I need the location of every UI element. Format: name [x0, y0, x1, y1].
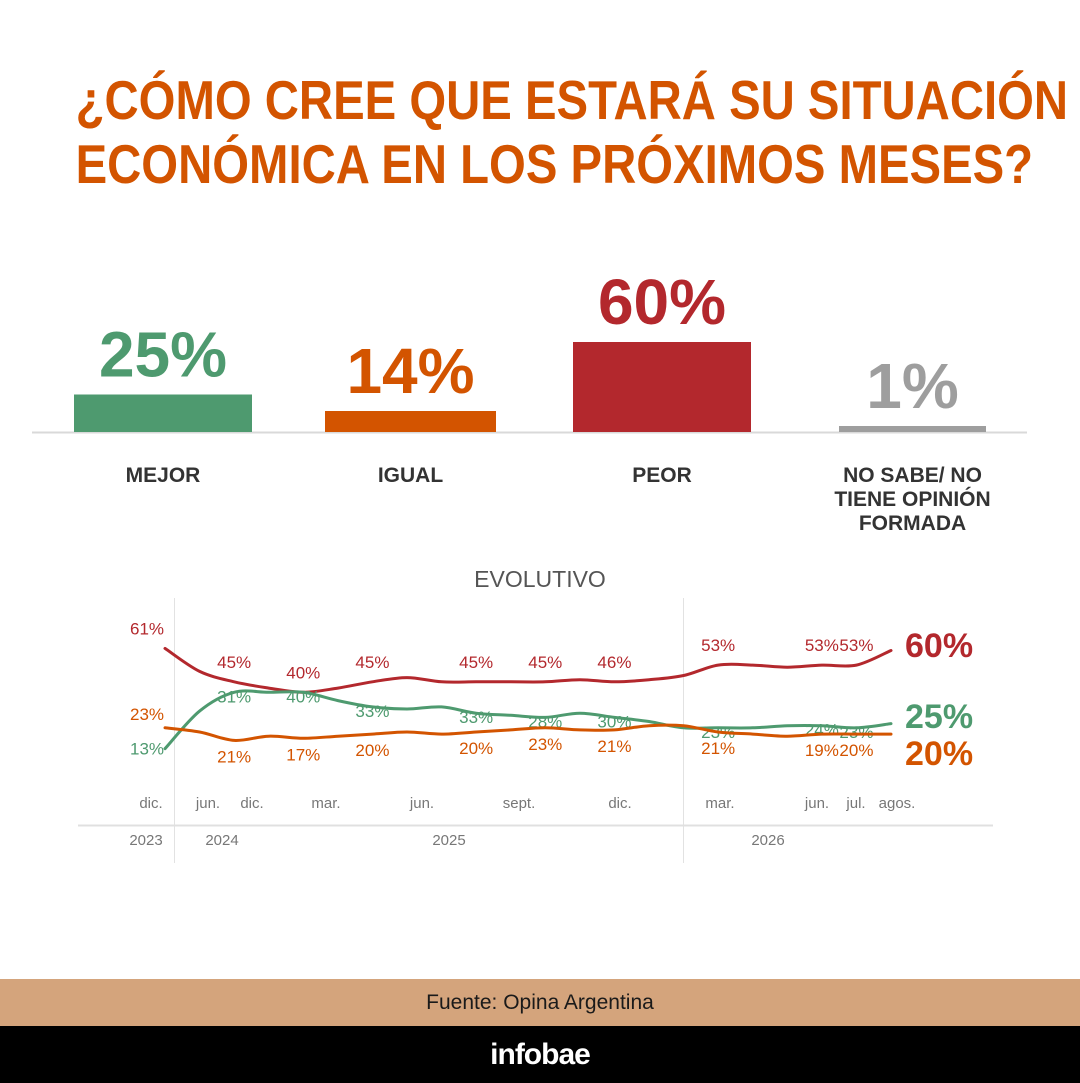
bar-peor [573, 342, 751, 432]
bar-value-label-igual: 14% [346, 335, 474, 407]
series-data-label-peor: 45% [217, 653, 251, 672]
x-tick-label: jun. [195, 795, 220, 812]
series-data-label-igual: 20% [459, 739, 493, 758]
series-data-label-peor: 45% [528, 653, 562, 672]
brand-logo: infobae [490, 1037, 591, 1071]
title-line-2: ECONÓMICA EN LOS PRÓXIMOS MESES? [75, 133, 1034, 195]
x-tick-label: dic. [139, 795, 162, 812]
x-tick-label: jul. [845, 795, 865, 812]
x-tick-label: agos. [879, 795, 916, 812]
bar-value-label-nosabe: 1% [866, 350, 959, 422]
series-data-label-mejor: 24% [805, 721, 839, 740]
bar-nosabe [839, 426, 986, 432]
series-data-label-mejor: 33% [459, 708, 493, 727]
title-line-1: ¿CÓMO CREE QUE ESTARÁ SU SITUACIÓN [75, 69, 1069, 131]
series-end-label-peor: 60% [905, 627, 973, 665]
series-data-label-mejor: 31% [217, 687, 251, 706]
series-data-label-igual: 21% [701, 739, 735, 758]
bar-value-label-mejor: 25% [99, 319, 227, 391]
series-data-label-peor: 53% [701, 636, 735, 655]
category-label-line: FORMADA [859, 512, 966, 535]
series-data-label-peor: 45% [459, 653, 493, 672]
series-data-label-peor: 46% [597, 653, 631, 672]
bar-category-label-mejor: MEJOR [126, 464, 201, 487]
source-text: Fuente: Opina Argentina [426, 990, 654, 1014]
series-end-label-igual: 20% [905, 735, 973, 773]
bar-mejor [74, 394, 252, 432]
series-data-label-peor: 53% [805, 636, 839, 655]
series-data-label-igual: 23% [130, 705, 164, 724]
x-tick-label: mar. [311, 795, 340, 812]
series-data-label-peor: 61% [130, 619, 164, 638]
line-chart: EVOLUTIVO dic. jun. dic. mar. jun. sept. dic. ma… [78, 566, 993, 863]
series-end-label-mejor: 25% [905, 698, 973, 736]
series-line-mejor [163, 689, 893, 751]
series-data-label-peor: 40% [286, 663, 320, 682]
x-tick-label: dic. [608, 795, 631, 812]
year-label: 2024 [205, 832, 238, 849]
bar-value-label-peor: 60% [598, 270, 726, 338]
x-tick-label: jun. [409, 795, 434, 812]
series-data-label-mejor: 30% [597, 712, 631, 731]
series-data-label-mejor: 33% [355, 702, 389, 721]
series-data-label-igual: 21% [597, 737, 631, 756]
bar-category-label-peor: PEOR [632, 464, 692, 487]
category-label-line: NO SABE/ NO [843, 464, 982, 487]
x-tick-label: mar. [705, 795, 734, 812]
series-data-label-mejor: 40% [286, 687, 320, 706]
year-label: 2023 [129, 832, 162, 849]
series-data-label-igual: 20% [839, 741, 873, 760]
series-data-label-mejor: 13% [130, 740, 164, 759]
x-tick-label: dic. [240, 795, 263, 812]
source-footer: Fuente: Opina Argentina [0, 979, 1080, 1026]
series-data-label-igual: 21% [217, 747, 251, 766]
series-data-label-igual: 20% [355, 741, 389, 760]
x-tick-label: sept. [503, 795, 536, 812]
series-data-label-igual: 17% [286, 745, 320, 764]
bar-igual [325, 411, 496, 432]
category-label-line: IGUAL [378, 464, 444, 487]
category-label-line: PEOR [632, 464, 692, 487]
line-chart-title: EVOLUTIVO [474, 566, 606, 592]
series-data-label-peor: 53% [839, 636, 873, 655]
series-data-label-peor: 45% [355, 653, 389, 672]
series-data-label-igual: 19% [805, 741, 839, 760]
year-label: 2025 [432, 832, 465, 849]
brand-bar: infobae [0, 1026, 1080, 1083]
page-title: ¿CÓMO CREE QUE ESTARÁ SU SITUACIÓN ECONÓ… [75, 68, 1069, 196]
category-label-line: MEJOR [126, 464, 201, 487]
category-label-line: TIENE OPINIÓN [834, 487, 990, 511]
bar-chart: 25% MEJOR 14% IGUAL 60% PEOR 1% NO SABE/ NO TIEN… [32, 270, 1027, 535]
bar-category-label-igual: IGUAL [378, 464, 444, 487]
series-data-label-mejor: 23% [839, 723, 873, 742]
bar-category-label-nosabe: NO SABE/ NO TIENE OPINIÓN FORMADA [834, 464, 990, 535]
year-label: 2026 [751, 832, 784, 849]
series-data-label-igual: 23% [528, 735, 562, 754]
series-line-igual [163, 723, 893, 742]
x-tick-label: jun. [804, 795, 829, 812]
